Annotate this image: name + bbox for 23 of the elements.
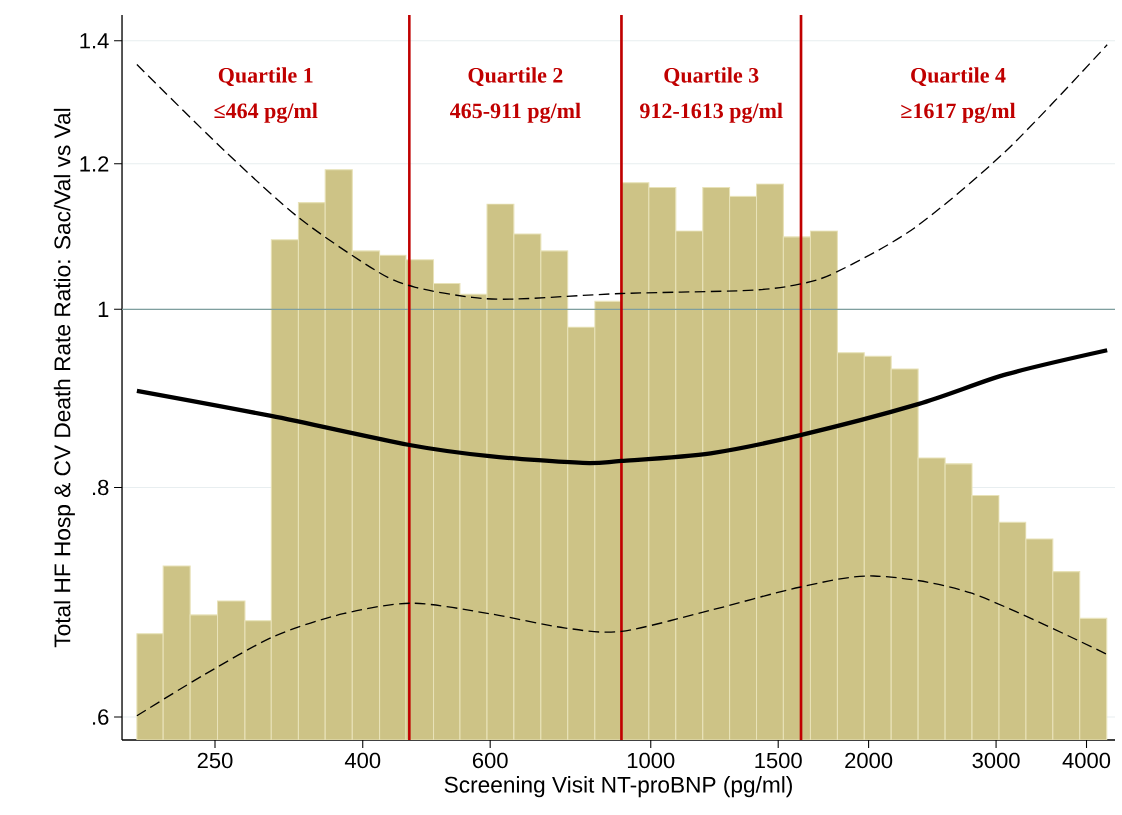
annotation: 465-911 pg/ml	[450, 102, 581, 123]
annotation: Quartile 2	[468, 67, 563, 87]
x-tick-label: 250	[197, 752, 233, 769]
y-tick-label: 1.4	[80, 33, 109, 49]
annotation: 912-1613 pg/ml	[640, 102, 783, 123]
x-tick-label: 1000	[627, 752, 675, 769]
x-tick-label: 4000	[1062, 752, 1111, 769]
annotation: Quartile 3	[664, 67, 759, 87]
y-tick-label: .6	[93, 709, 109, 725]
x-tick-label: 600	[472, 752, 508, 769]
x-tick-label: 2000	[845, 752, 893, 769]
annotation: ≥1617 pg/ml	[901, 102, 1016, 123]
annotation: Quartile 4	[911, 67, 1006, 87]
annotation: Quartile 1	[218, 67, 313, 87]
x-tick-label: 400	[344, 752, 381, 769]
y-tick-label: 1.2	[80, 156, 109, 172]
y-tick-label: 1	[98, 301, 109, 317]
y-tick-label: .8	[93, 479, 109, 496]
x-axis-title: Screening Visit NT-proBNP (pg/ml)	[444, 776, 792, 798]
annotation: ≤464 pg/ml	[214, 102, 318, 123]
x-tick-label: 1500	[755, 752, 802, 769]
y-axis-title: Total HF Hosp & CV Death Rate Ratio: Sac/Val vs Val	[53, 108, 75, 648]
x-tick-label: 3000	[972, 752, 1020, 769]
